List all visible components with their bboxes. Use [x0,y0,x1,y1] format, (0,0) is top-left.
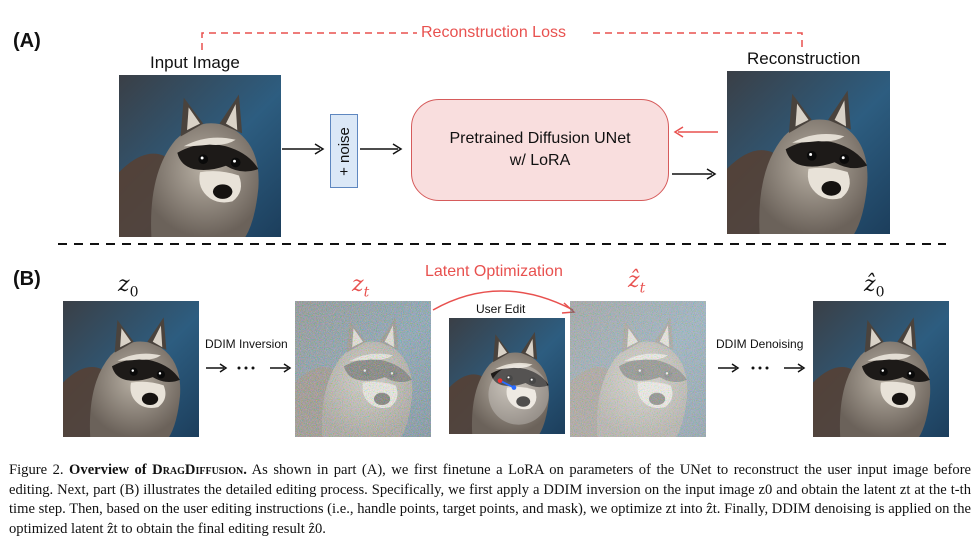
ddim-inversion-label: DDIM Inversion [205,337,288,351]
user-edit-image [449,318,565,434]
part-a-label: (A) [13,30,41,52]
zt-hat-label: ẑt [628,268,646,297]
user-edit-label: User Edit [476,302,526,316]
arrow-icon [360,143,403,155]
reconstruction-image [727,71,890,234]
inversion-arrows-icon [206,363,292,373]
z0-hat-label: ẑ0 [864,272,885,301]
z0-label: 𝑧0 [118,272,139,301]
denoising-arrows-icon [718,363,806,373]
caption-body: As shown in part (A), we first finetune … [9,462,972,537]
reconstruction-label: Reconstruction [747,49,861,68]
z0-image [63,301,199,437]
caption-figure-number: Figure 2. [9,462,64,478]
reconstruction-loss-label: Reconstruction Loss [421,24,566,41]
unet-box: Pretrained Diffusion UNet w/ LoRA [411,99,669,201]
unet-title: Pretrained Diffusion UNet [449,130,631,147]
ddim-denoising-label: DDIM Denoising [716,337,804,351]
zt-noisy-image [295,301,431,437]
reconstruction-loss-bracket [201,32,803,50]
caption-title-name: DragDiffusion [152,462,244,478]
noise-box: + noise [330,114,358,188]
figure-caption: Figure 2. Overview of DragDiffusion. As … [9,462,972,537]
zt-hat-noisy-image [570,301,706,437]
latent-optimization-label: Latent Optimization [425,263,563,280]
caption-title-prefix: Overview of [69,462,147,478]
unet-subtitle: w/ LoRA [509,152,571,169]
part-b-label: (B) [13,268,41,290]
arrow-icon [282,143,325,155]
noise-label: + noise [335,126,353,176]
z0-hat-image [813,301,949,437]
section-divider [58,243,946,245]
red-arrow-icon [673,126,718,138]
input-image-label: Input Image [150,53,240,72]
arrow-icon [672,168,717,180]
zt-label: 𝑧t [352,272,370,301]
input-image [119,75,281,237]
